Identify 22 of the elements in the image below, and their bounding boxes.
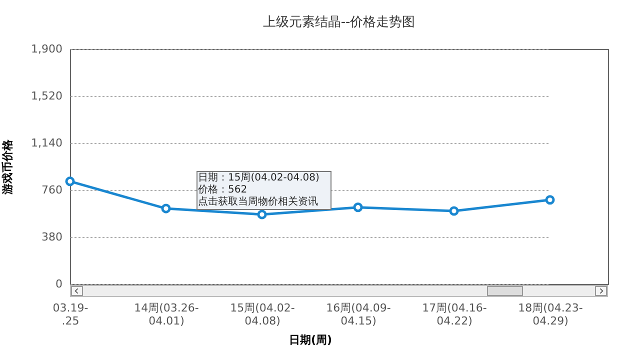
y-tick-label: 1,900 (31, 42, 62, 56)
x-tick-label: 14周(03.26-04.01) (134, 302, 199, 328)
x-tick-label: 15周(04.02-04.08) (230, 302, 295, 328)
point (65, 176, 75, 186)
y-tick-label: 1,520 (31, 90, 62, 102)
point (257, 210, 267, 220)
x-tick-label: 03.19-.25 (52, 302, 88, 328)
y-tick-label: 1,140 (31, 136, 62, 150)
point (161, 204, 171, 214)
x-axis-title: 日期(周) (288, 334, 332, 346)
y-tick-label: 760 (42, 184, 62, 196)
x-tick-label: 17周(04.16-04.22) (422, 302, 487, 328)
y-tick-label: 380 (42, 230, 62, 244)
x-tick-label: 16周(04.09-04.15) (326, 302, 391, 328)
y-axis-title: 游戏币价格 (1, 138, 14, 196)
x-tick-label: 18周(04.23-04.29) (518, 302, 583, 328)
annotation: 日期：15周(04.02-04.08) 价格：562 点击获取当周物价相关资讯 (197, 171, 320, 208)
point (353, 202, 363, 212)
chart-title: 上级元素结晶--价格走势图 (262, 15, 416, 30)
y-tick-label: 0 (56, 278, 62, 290)
point (449, 206, 459, 216)
point (545, 195, 555, 205)
